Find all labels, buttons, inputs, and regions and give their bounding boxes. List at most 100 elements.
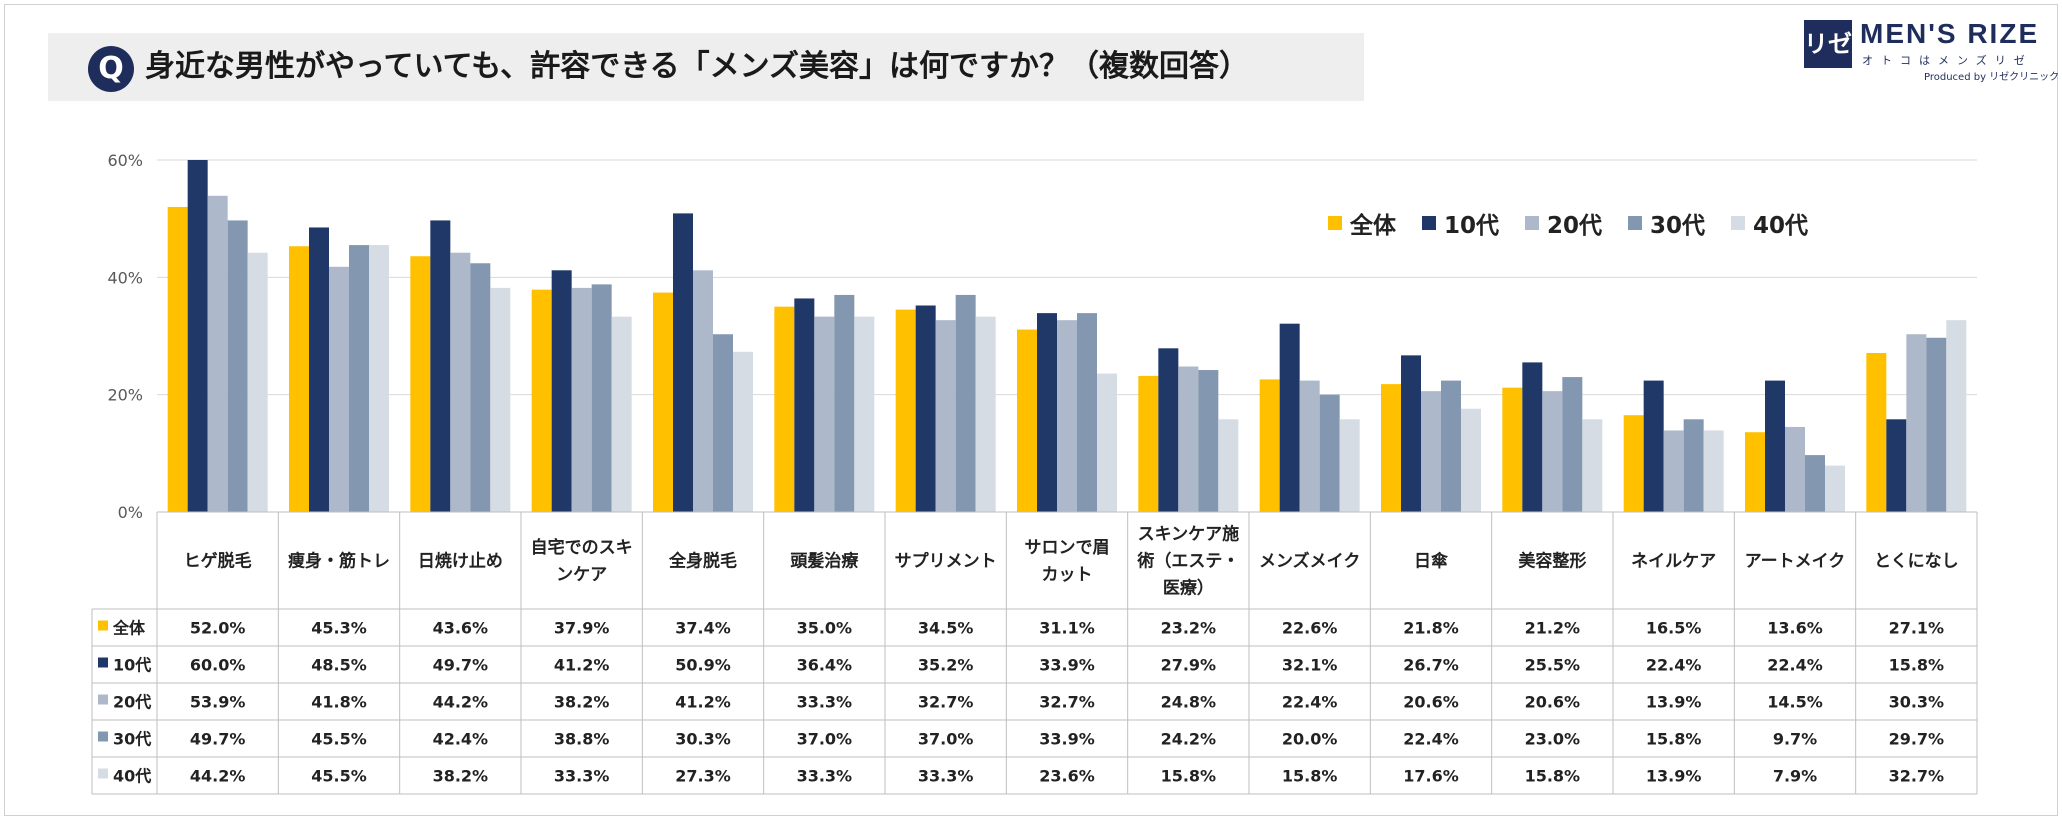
data-label: 52.0% <box>190 619 246 638</box>
data-label: 22.4% <box>1646 656 1702 675</box>
bar <box>895 309 916 512</box>
bar <box>1825 465 1845 512</box>
bar <box>1057 320 1077 512</box>
bar <box>794 298 815 512</box>
x-category-label: 頭髪治療 <box>790 551 859 572</box>
bar <box>1785 426 1805 512</box>
data-label: 53.9% <box>190 693 246 712</box>
x-category-label: とくになし <box>1874 552 1959 572</box>
data-label: 30.3% <box>1889 693 1945 712</box>
data-label: 15.8% <box>1889 656 1945 675</box>
row-swatch-icon <box>98 620 108 631</box>
y-tick-label: 60% <box>107 151 143 170</box>
bar <box>1542 391 1563 512</box>
bar <box>1198 370 1219 512</box>
bar <box>1138 375 1159 512</box>
legend-item: 40代 <box>1731 206 1808 240</box>
data-label: 23.6% <box>1039 767 1095 786</box>
bar <box>1745 432 1765 512</box>
data-label: 37.9% <box>554 619 610 638</box>
bar <box>1319 394 1340 512</box>
bar <box>1158 348 1179 512</box>
bar <box>1562 377 1583 512</box>
data-label: 7.9% <box>1773 767 1817 786</box>
bar <box>955 294 976 512</box>
bar <box>470 263 491 512</box>
data-label: 27.1% <box>1889 619 1945 638</box>
data-label: 27.9% <box>1161 656 1217 675</box>
bar <box>713 334 733 512</box>
row-header: 全体 <box>112 619 146 638</box>
bar <box>591 284 612 512</box>
data-label: 45.5% <box>311 767 367 786</box>
data-label: 23.0% <box>1525 730 1581 749</box>
bar <box>1663 430 1684 512</box>
data-label: 20.6% <box>1525 693 1581 712</box>
data-label: 24.8% <box>1161 693 1217 712</box>
data-label: 17.6% <box>1403 767 1459 786</box>
data-label: 13.9% <box>1646 693 1702 712</box>
bar <box>1805 455 1825 512</box>
bar <box>1299 380 1320 512</box>
bar <box>1097 373 1117 512</box>
data-label: 29.7% <box>1889 730 1945 749</box>
bar <box>187 160 208 512</box>
x-category-label: スキンケア施 <box>1138 524 1240 545</box>
bar <box>1703 430 1724 512</box>
x-category-label: 日焼け止め <box>418 551 503 572</box>
data-label: 45.3% <box>311 619 367 638</box>
x-category-label: 自宅でのスキ <box>531 537 633 558</box>
legend-label: 40代 <box>1753 213 1809 239</box>
data-label: 24.2% <box>1161 730 1217 749</box>
bar <box>490 287 511 512</box>
legend-item: 30代 <box>1628 206 1705 240</box>
row-header: 30代 <box>113 730 151 749</box>
data-label: 16.5% <box>1646 619 1702 638</box>
y-tick-label: 20% <box>107 386 143 405</box>
data-label: 38.2% <box>433 767 489 786</box>
y-tick-label: 40% <box>107 268 143 287</box>
row-swatch-icon <box>98 731 108 742</box>
data-label: 43.6% <box>433 619 489 638</box>
data-label: 37.4% <box>675 619 731 638</box>
data-label: 35.2% <box>918 656 974 675</box>
data-label: 37.0% <box>797 730 853 749</box>
bar <box>1461 408 1481 512</box>
data-label: 44.2% <box>190 767 246 786</box>
data-label: 21.8% <box>1403 619 1459 638</box>
data-label: 37.0% <box>918 730 974 749</box>
legend-swatch-icon <box>1628 216 1643 230</box>
row-swatch-icon <box>98 657 108 668</box>
data-label: 38.2% <box>554 693 610 712</box>
bar <box>1866 353 1887 512</box>
data-label: 22.4% <box>1767 656 1823 675</box>
bar <box>975 316 996 512</box>
data-label: 20.0% <box>1282 730 1338 749</box>
data-label: 32.1% <box>1282 656 1338 675</box>
question-banner: Q 身近な男性がやっていても、許容できる「メンズ美容」は何ですか？（複数回答） <box>48 33 1364 101</box>
legend-swatch-icon <box>1328 216 1342 230</box>
bar <box>854 316 875 512</box>
legend-item: 10代 <box>1422 206 1499 240</box>
bar <box>207 195 228 512</box>
legend-label: 全体 <box>1350 213 1396 239</box>
data-label: 21.2% <box>1525 619 1581 638</box>
data-label: 35.0% <box>797 619 853 638</box>
bar <box>247 252 268 512</box>
row-swatch-icon <box>98 768 108 779</box>
bar <box>1401 355 1421 512</box>
data-label: 42.4% <box>433 730 489 749</box>
bar <box>1643 380 1664 512</box>
data-label: 32.7% <box>1889 767 1945 786</box>
logo-mark-icon: リゼ <box>1804 20 1852 68</box>
legend-label: 30代 <box>1650 213 1706 239</box>
logo-produced-by: Produced by リゼクリニック <box>1924 72 2060 83</box>
bar <box>1339 419 1360 512</box>
data-label: 34.5% <box>918 619 974 638</box>
bar <box>1037 313 1057 512</box>
legend-swatch-icon <box>1422 216 1436 230</box>
bar <box>1218 419 1239 512</box>
data-label: 22.6% <box>1282 619 1338 638</box>
bar <box>693 270 713 512</box>
